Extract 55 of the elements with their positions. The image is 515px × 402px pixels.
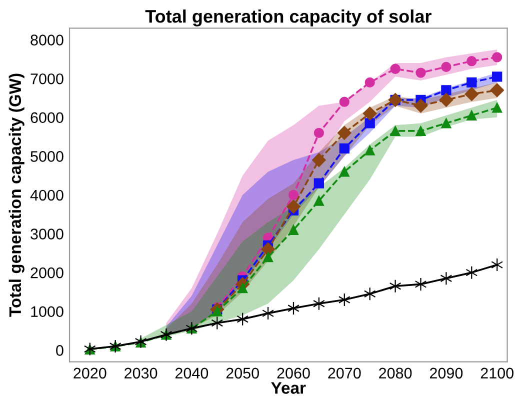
point [337, 126, 352, 140]
point [464, 87, 479, 102]
point [389, 279, 402, 293]
point [312, 153, 326, 167]
y-tick-label: 1000 [31, 306, 64, 318]
chart-title: Total generation capacity of solar [145, 10, 432, 26]
point [492, 72, 502, 82]
point [414, 277, 427, 292]
y-tick-label: 8000 [30, 34, 64, 46]
point [491, 258, 504, 272]
point [439, 92, 454, 107]
y-tick-label: 5000 [30, 151, 64, 162]
point [286, 200, 300, 214]
point [390, 64, 400, 74]
point [416, 68, 426, 78]
point [314, 196, 324, 206]
x-tick-label: 2050 [226, 368, 259, 379]
y-tick-label: 4000 [30, 190, 64, 201]
point [466, 56, 477, 66]
x-tick-label: 2100 [480, 368, 514, 379]
x-tick-label: 2060 [277, 368, 310, 379]
point [262, 252, 274, 262]
y-tick-label: 3000 [30, 228, 64, 240]
point [492, 102, 502, 113]
point [441, 85, 452, 96]
y-tick-label: 0 [56, 345, 64, 356]
point [211, 316, 224, 330]
y-axis-title: Total generation capacity (GW) [8, 74, 24, 317]
point [314, 178, 324, 188]
x-tick-label: 2020 [74, 368, 106, 379]
x-tick-label: 2090 [430, 368, 463, 379]
point [288, 190, 299, 200]
x-tick-label: 2080 [379, 368, 412, 379]
point [441, 62, 452, 72]
x-tick-label: 2040 [175, 368, 208, 379]
x-axis-title: Year [271, 382, 306, 394]
y-tick-label: 2000 [30, 267, 64, 278]
point [238, 283, 248, 294]
x-tick-label: 2030 [124, 368, 158, 379]
point [364, 77, 375, 88]
point [339, 166, 350, 177]
point [466, 77, 477, 88]
point [288, 224, 299, 235]
point [362, 106, 377, 120]
point [492, 52, 502, 62]
point [364, 118, 375, 128]
y-tick-label: 7000 [30, 73, 64, 84]
point [339, 143, 350, 154]
point [339, 96, 350, 107]
point [414, 98, 428, 113]
point [314, 128, 324, 138]
point [364, 145, 375, 156]
y-tick-label: 6000 [30, 112, 64, 124]
x-tick-label: 2070 [328, 368, 361, 379]
point [490, 83, 504, 98]
